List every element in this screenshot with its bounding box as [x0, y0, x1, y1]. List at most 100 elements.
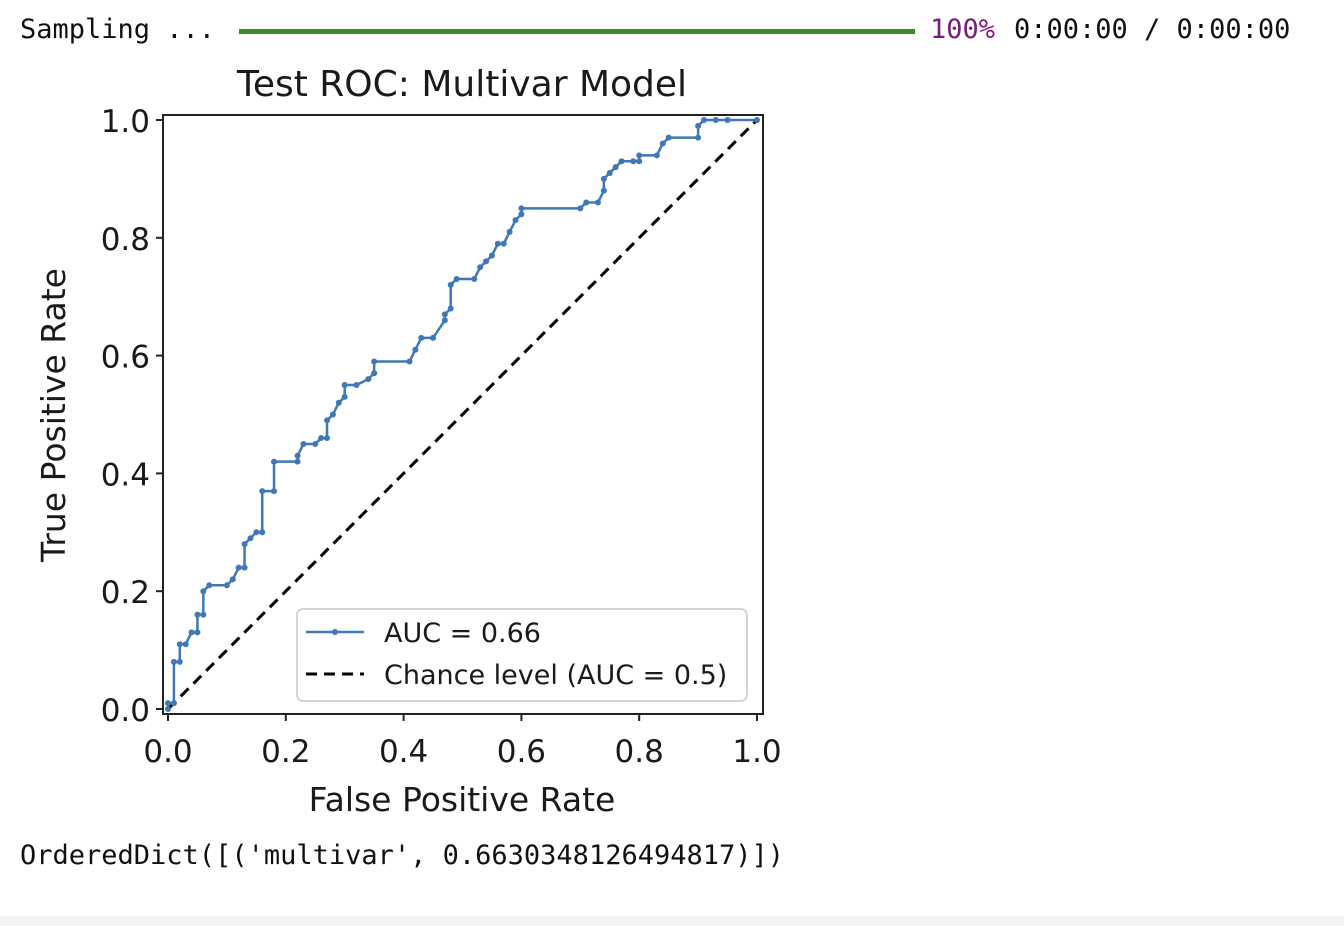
- progress-time: 0:00:00 / 0:00:00: [1014, 14, 1291, 45]
- y-axis-label: True Positive Rate: [34, 268, 73, 563]
- roc-point: [353, 382, 360, 389]
- roc-point: [176, 641, 183, 648]
- roc-point: [441, 317, 448, 324]
- roc-point: [583, 199, 590, 206]
- roc-point: [600, 187, 607, 194]
- roc-point: [200, 588, 207, 595]
- roc-point: [170, 700, 177, 707]
- y-tick-label: 0.4: [101, 457, 150, 493]
- roc-point: [206, 582, 213, 589]
- roc-point: [447, 281, 454, 288]
- roc-point: [253, 529, 260, 536]
- y-tick-label: 0.2: [101, 575, 150, 611]
- legend-marker-roc: [332, 629, 338, 635]
- roc-point: [300, 440, 307, 447]
- roc-point: [259, 488, 266, 495]
- progress-bar: [239, 29, 915, 34]
- roc-point: [324, 417, 331, 424]
- roc-point: [329, 411, 336, 418]
- roc-point: [483, 258, 490, 265]
- roc-point: [636, 158, 643, 165]
- x-tick-label: 0.8: [615, 734, 664, 770]
- y-tick-label: 1.0: [101, 104, 150, 140]
- roc-point: [600, 175, 607, 182]
- roc-point: [653, 152, 660, 159]
- legend-box: [296, 608, 748, 702]
- roc-point: [618, 158, 625, 165]
- roc-point: [335, 399, 342, 406]
- roc-point: [724, 117, 731, 123]
- chart-title: Test ROC: Multivar Model: [236, 64, 687, 105]
- plot-frame: [162, 114, 764, 715]
- roc-point: [577, 205, 584, 212]
- chart-legend: AUC = 0.66 Chance level (AUC = 0.5): [296, 608, 748, 702]
- roc-point: [518, 211, 525, 218]
- progress-label: Sampling ...: [20, 14, 216, 45]
- roc-point: [294, 452, 301, 459]
- x-tick-label: 0.4: [379, 734, 428, 770]
- roc-point: [341, 393, 348, 400]
- roc-point: [170, 658, 177, 665]
- legend-label-roc: AUC = 0.66: [384, 618, 541, 649]
- roc-point: [512, 217, 519, 224]
- roc-point: [636, 152, 643, 159]
- roc-point: [471, 276, 478, 283]
- y-tick-label: 0.8: [101, 222, 150, 258]
- roc-point: [365, 376, 372, 383]
- roc-point: [241, 541, 248, 548]
- plot-area: [165, 117, 760, 712]
- roc-point: [494, 240, 501, 247]
- roc-point: [488, 252, 495, 259]
- roc-point: [477, 264, 484, 271]
- roc-point: [406, 358, 413, 365]
- roc-point: [447, 305, 454, 312]
- roc-point: [418, 334, 425, 341]
- roc-point: [371, 370, 378, 377]
- progress-percent: 100%: [930, 14, 996, 45]
- roc-point: [430, 334, 437, 341]
- roc-point: [500, 240, 507, 247]
- roc-point: [712, 117, 719, 123]
- roc-point: [324, 435, 331, 442]
- sampling-progress: Sampling ... 100% 0:00:00 / 0:00:00: [20, 12, 1320, 52]
- roc-point: [506, 228, 513, 235]
- roc-point: [371, 358, 378, 365]
- roc-point: [223, 582, 230, 589]
- cell-divider: [0, 916, 1344, 926]
- roc-point: [612, 164, 619, 171]
- roc-point: [695, 134, 702, 141]
- roc-point: [594, 199, 601, 206]
- roc-point: [176, 658, 183, 665]
- series-line-chance: [166, 118, 759, 711]
- roc-point: [235, 564, 242, 571]
- roc-point: [630, 158, 637, 165]
- roc-point: [606, 170, 613, 177]
- y-axis-ticks: 0.0 0.2 0.4 0.6 0.8 1.0: [101, 104, 163, 729]
- roc-point: [659, 140, 666, 147]
- roc-point: [200, 611, 207, 618]
- x-tick-label: 0.6: [497, 734, 546, 770]
- progress-bar-fill: [239, 29, 915, 34]
- x-axis-ticks: 0.0 0.2 0.4 0.6 0.8 1.0: [143, 714, 782, 770]
- roc-point: [294, 458, 301, 465]
- roc-point: [271, 488, 278, 495]
- roc-chart: Test ROC: Multivar Model 0.0 0.2 0.4 0.6 0.8…: [34, 64, 782, 819]
- roc-point: [412, 346, 419, 353]
- x-tick-label: 0.2: [261, 734, 310, 770]
- roc-point: [241, 564, 248, 571]
- roc-point: [194, 611, 201, 618]
- y-tick-label: 0.0: [101, 693, 150, 729]
- roc-point: [700, 117, 707, 123]
- roc-point: [194, 629, 201, 636]
- x-tick-label: 1.0: [732, 734, 781, 770]
- roc-point: [188, 629, 195, 636]
- roc-point: [182, 641, 189, 648]
- roc-point: [318, 435, 325, 442]
- roc-point: [229, 576, 236, 583]
- roc-point: [259, 529, 266, 536]
- roc-point: [247, 535, 254, 542]
- roc-point: [441, 311, 448, 318]
- cell-output-text: OrderedDict([('multivar', 0.663034812649…: [20, 840, 785, 871]
- roc-point: [518, 205, 525, 212]
- roc-point: [165, 700, 171, 707]
